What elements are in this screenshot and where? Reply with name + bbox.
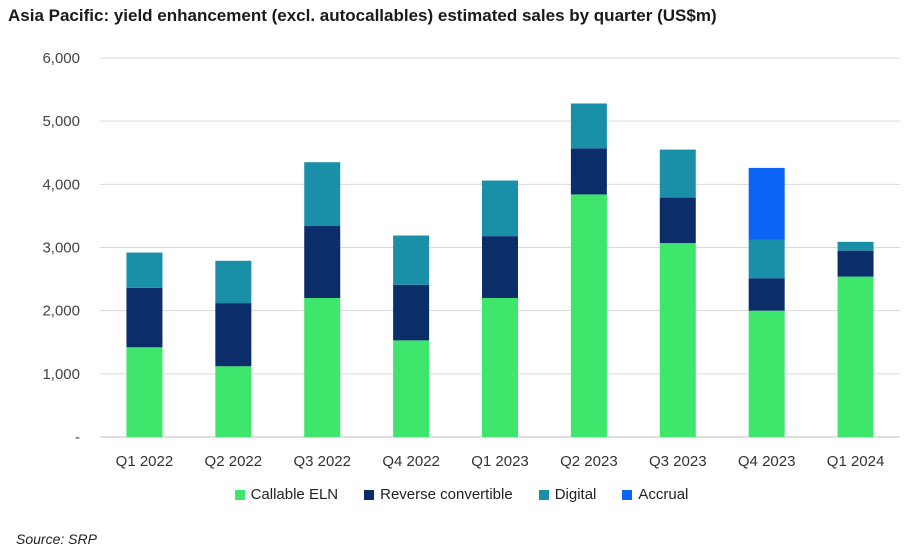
x-tick-label: Q1 2023 xyxy=(471,453,529,470)
bars xyxy=(126,103,874,437)
legend-swatch xyxy=(364,489,375,500)
bar-segment-callable-eln xyxy=(659,243,696,437)
bar-segment-digital xyxy=(748,239,785,279)
y-tick-label: 5,000 xyxy=(42,113,80,130)
bar-segment-reverse-convertible xyxy=(215,303,252,367)
bar-segment-digital xyxy=(570,103,607,149)
legend-swatch xyxy=(538,489,549,500)
bar-segment-reverse-convertible xyxy=(570,148,607,195)
bar-segment-callable-eln xyxy=(393,340,430,437)
legend-item: Digital xyxy=(538,486,597,503)
legend-item: Accrual xyxy=(622,486,688,503)
legend: Callable ELN Reverse convertible Digital Ac… xyxy=(0,486,923,503)
bar-segment-digital xyxy=(482,180,518,237)
x-tick-label: Q3 2023 xyxy=(649,453,707,470)
bar-segment-callable-eln xyxy=(748,310,785,437)
bar-segment-digital xyxy=(659,149,696,198)
bar-segment-digital xyxy=(215,260,252,304)
x-tick-label: Q1 2022 xyxy=(116,453,174,470)
bar-segment-digital xyxy=(837,241,874,251)
bar-segment-digital xyxy=(393,235,430,285)
x-tick-label: Q2 2023 xyxy=(560,453,618,470)
bar-segment-callable-eln xyxy=(837,276,874,437)
bar-segment-digital xyxy=(126,252,163,288)
legend-item: Callable ELN xyxy=(234,486,339,503)
legend-swatch xyxy=(234,489,245,500)
x-axis-ticks: Q1 2022 Q2 2022 Q3 2022 Q4 2022 Q1 2023 Q2 20… xyxy=(116,453,885,470)
legend-label: Digital xyxy=(554,486,597,503)
y-tick-label: 1,000 xyxy=(42,366,80,383)
x-tick-label: Q3 2022 xyxy=(293,453,351,470)
bar-segment-callable-eln xyxy=(126,347,163,437)
legend-item: Reverse convertible xyxy=(364,486,513,503)
bar-segment-reverse-convertible xyxy=(126,287,163,348)
x-tick-label: Q4 2022 xyxy=(382,453,440,470)
y-tick-label: 2,000 xyxy=(42,303,80,320)
bar-segment-reverse-convertible xyxy=(482,236,518,299)
y-tick-label: - xyxy=(75,429,80,446)
bar-segment-callable-eln xyxy=(215,366,252,437)
chart-title: Asia Pacific: yield enhancement (excl. a… xyxy=(8,6,717,25)
bar-segment-callable-eln xyxy=(482,298,518,437)
bar-segment-reverse-convertible xyxy=(304,226,341,299)
bar-segment-accrual xyxy=(748,167,785,240)
bar-segment-digital xyxy=(304,162,341,227)
legend-label: Reverse convertible xyxy=(380,486,513,503)
x-tick-label: Q4 2023 xyxy=(738,453,796,470)
legend-label: Accrual xyxy=(638,486,689,503)
bar-segment-reverse-convertible xyxy=(837,250,874,277)
x-tick-label: Q2 2022 xyxy=(205,453,263,470)
bar-segment-callable-eln xyxy=(570,194,607,437)
bar-segment-reverse-convertible xyxy=(748,278,785,311)
legend-swatch xyxy=(622,489,633,500)
y-tick-label: 6,000 xyxy=(42,50,80,67)
y-tick-label: 4,000 xyxy=(42,176,80,193)
y-tick-label: 3,000 xyxy=(42,240,80,257)
source-note: Source: SRP xyxy=(16,531,97,547)
bar-segment-reverse-convertible xyxy=(393,284,430,341)
legend-label: Callable ELN xyxy=(250,486,339,503)
bar-segment-reverse-convertible xyxy=(659,197,696,244)
bar-segment-callable-eln xyxy=(304,298,341,437)
x-tick-label: Q1 2024 xyxy=(827,453,885,470)
y-axis-ticks: - 1,000 2,000 3,000 4,000 5,000 6,000 xyxy=(42,50,80,446)
